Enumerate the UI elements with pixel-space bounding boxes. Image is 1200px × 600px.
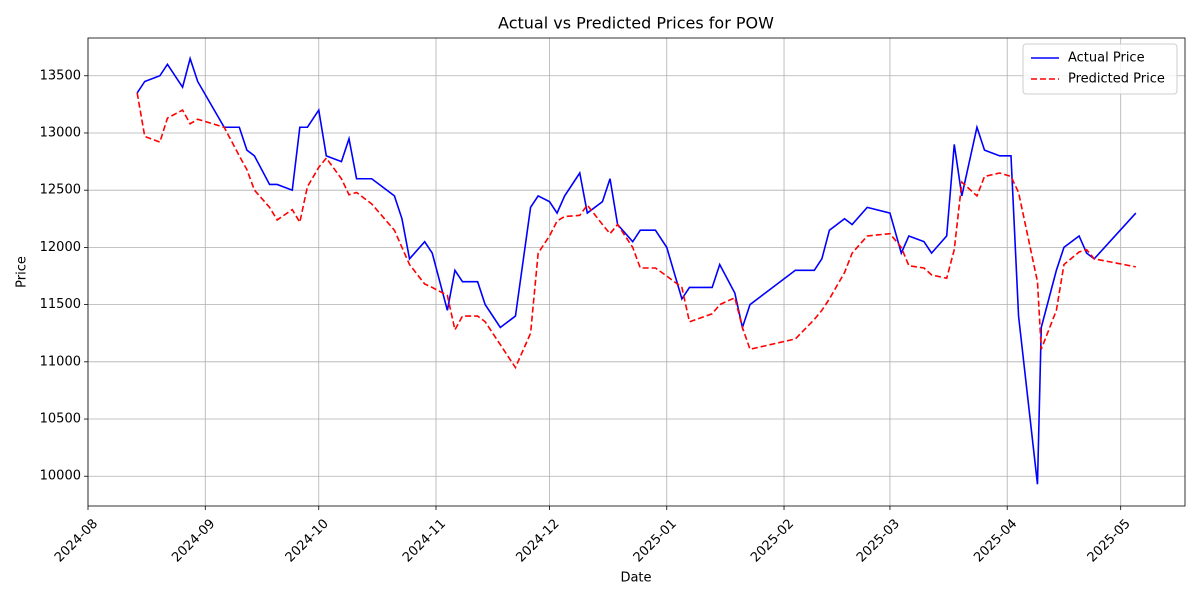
chart-title: Actual vs Predicted Prices for POW [498,14,774,33]
x-tick-label: 2025-03 [854,516,903,565]
x-tick-label: 2024-08 [52,516,101,565]
y-tick-label: 10000 [40,469,81,484]
y-axis-label: Price [15,256,30,288]
y-tick-label: 12500 [40,183,81,198]
y-tick-label: 13500 [40,68,81,83]
legend-box [1022,43,1178,95]
x-tick-label: 2025-02 [748,516,797,565]
x-tick-label: 2025-05 [1085,516,1134,565]
data-line [136,55,1137,485]
legend-label: Actual Price [1068,51,1145,66]
y-tick-label: 12000 [40,240,81,255]
x-tick-label: 2025-04 [971,516,1020,565]
x-axis-label: Date [620,571,651,586]
x-tick-label: 2024-10 [283,516,332,565]
x-tick-label: 2025-01 [631,516,680,565]
y-tick-label: 10500 [40,412,81,427]
legend-label: Predicted Price [1068,72,1165,87]
y-tick-label: 11000 [40,354,81,369]
y-tick-label: 13000 [40,125,81,140]
x-tick-label: 2024-09 [169,516,218,565]
y-tick-label: 11500 [40,297,81,312]
axes-frame [87,37,1186,507]
data-line [136,92,1136,370]
x-tick-label: 2024-11 [400,516,449,565]
x-tick-label: 2024-12 [514,516,563,565]
